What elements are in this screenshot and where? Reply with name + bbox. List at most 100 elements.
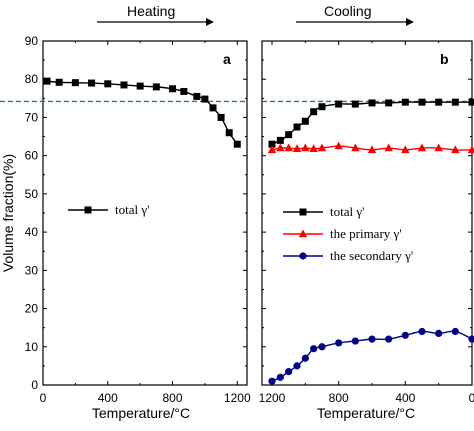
y-tick-label: 40 — [25, 225, 39, 239]
data-point — [284, 143, 293, 152]
x-axis-title-b: Temperature/°C — [317, 405, 415, 421]
data-point — [435, 98, 443, 106]
data-point — [152, 83, 160, 91]
legend-label: the secondary γ' — [330, 248, 413, 263]
legend-marker — [84, 206, 92, 214]
y-tick-label: 80 — [25, 72, 39, 86]
legend-marker — [298, 229, 308, 238]
panel-a: 0 10 20 30 40 50 60 70 80 90 0 400 800 1200 total γ' — [0, 34, 251, 405]
data-point — [301, 354, 309, 362]
data-point — [351, 100, 359, 108]
data-point — [225, 129, 233, 137]
data-point — [435, 329, 443, 337]
data-point — [384, 143, 393, 152]
data-point — [351, 143, 360, 152]
x-tick-label: 800 — [163, 391, 183, 405]
data-point — [335, 100, 343, 108]
data-point — [318, 343, 326, 351]
data-point — [104, 80, 112, 88]
data-point — [169, 85, 177, 93]
series-line — [271, 145, 473, 151]
legend-marker — [299, 252, 307, 260]
panel-a-letter: a — [223, 51, 231, 67]
data-point — [467, 145, 474, 154]
data-point — [368, 335, 376, 343]
x-tick-label: 400 — [98, 391, 118, 405]
data-point — [301, 117, 309, 125]
data-point — [120, 81, 128, 89]
data-point — [136, 82, 144, 90]
data-point — [209, 104, 217, 112]
heating-label: Heating — [127, 3, 175, 19]
data-point — [268, 377, 276, 385]
y-tick-label: 50 — [25, 187, 39, 201]
data-point — [310, 108, 318, 116]
data-point — [385, 335, 393, 343]
y-axis-title: Volume fraction(%) — [0, 154, 16, 272]
data-point — [310, 345, 318, 353]
legend-label: total γ' — [330, 204, 364, 219]
data-point — [334, 141, 343, 150]
x-axis-title-a: Temperature/°C — [92, 405, 190, 421]
data-point — [417, 143, 427, 152]
x-tick-label: 0 — [469, 391, 474, 405]
data-point — [276, 136, 284, 144]
legend-label: the primary γ' — [330, 226, 402, 241]
data-point — [88, 79, 96, 87]
data-point — [451, 145, 460, 154]
y-tick-label: 60 — [25, 149, 39, 163]
data-point — [418, 98, 426, 106]
data-point — [351, 337, 359, 345]
data-point — [401, 145, 410, 154]
series-line — [271, 101, 472, 145]
data-point — [55, 78, 63, 86]
data-point — [418, 327, 426, 336]
legend-label: total γ' — [115, 202, 149, 217]
panel-b-letter: b — [440, 51, 449, 67]
data-point — [368, 99, 376, 107]
data-point — [301, 143, 310, 152]
x-tick-label: 1200 — [224, 391, 251, 405]
x-tick-label: 800 — [329, 391, 349, 405]
y-tick-label: 70 — [25, 110, 39, 124]
data-point — [468, 98, 474, 106]
heating-arrow — [97, 18, 214, 26]
data-point — [367, 145, 377, 154]
y-tick-label: 20 — [25, 302, 39, 316]
data-point — [71, 79, 79, 87]
data-point — [201, 95, 209, 103]
data-point — [292, 144, 302, 152]
series-line — [46, 80, 238, 145]
data-point — [285, 368, 293, 376]
data-point — [335, 339, 343, 347]
data-point — [267, 145, 277, 154]
y-tick-label: 30 — [25, 263, 39, 277]
data-point — [385, 99, 393, 107]
data-point — [276, 373, 284, 381]
data-point — [43, 77, 51, 85]
data-point — [276, 143, 285, 152]
y-tick-label: 10 — [25, 340, 39, 354]
data-point — [293, 362, 301, 370]
x-tick-label: 400 — [395, 391, 415, 405]
data-point — [317, 143, 327, 152]
data-point — [285, 131, 293, 139]
cooling-label: Cooling — [324, 3, 371, 19]
cooling-arrow — [296, 18, 414, 26]
data-point — [217, 113, 225, 121]
data-point — [293, 123, 301, 131]
data-point — [401, 98, 409, 106]
data-point — [180, 87, 188, 95]
data-point — [193, 92, 201, 100]
data-point — [434, 143, 443, 152]
data-point — [268, 140, 276, 148]
y-tick-label: 90 — [25, 34, 39, 48]
y-tick-label: 0 — [31, 378, 38, 392]
data-point — [468, 335, 474, 343]
data-point — [233, 140, 241, 148]
x-tick-label: 1200 — [259, 391, 286, 405]
data-point — [309, 144, 318, 152]
x-tick-label: 0 — [40, 391, 47, 405]
